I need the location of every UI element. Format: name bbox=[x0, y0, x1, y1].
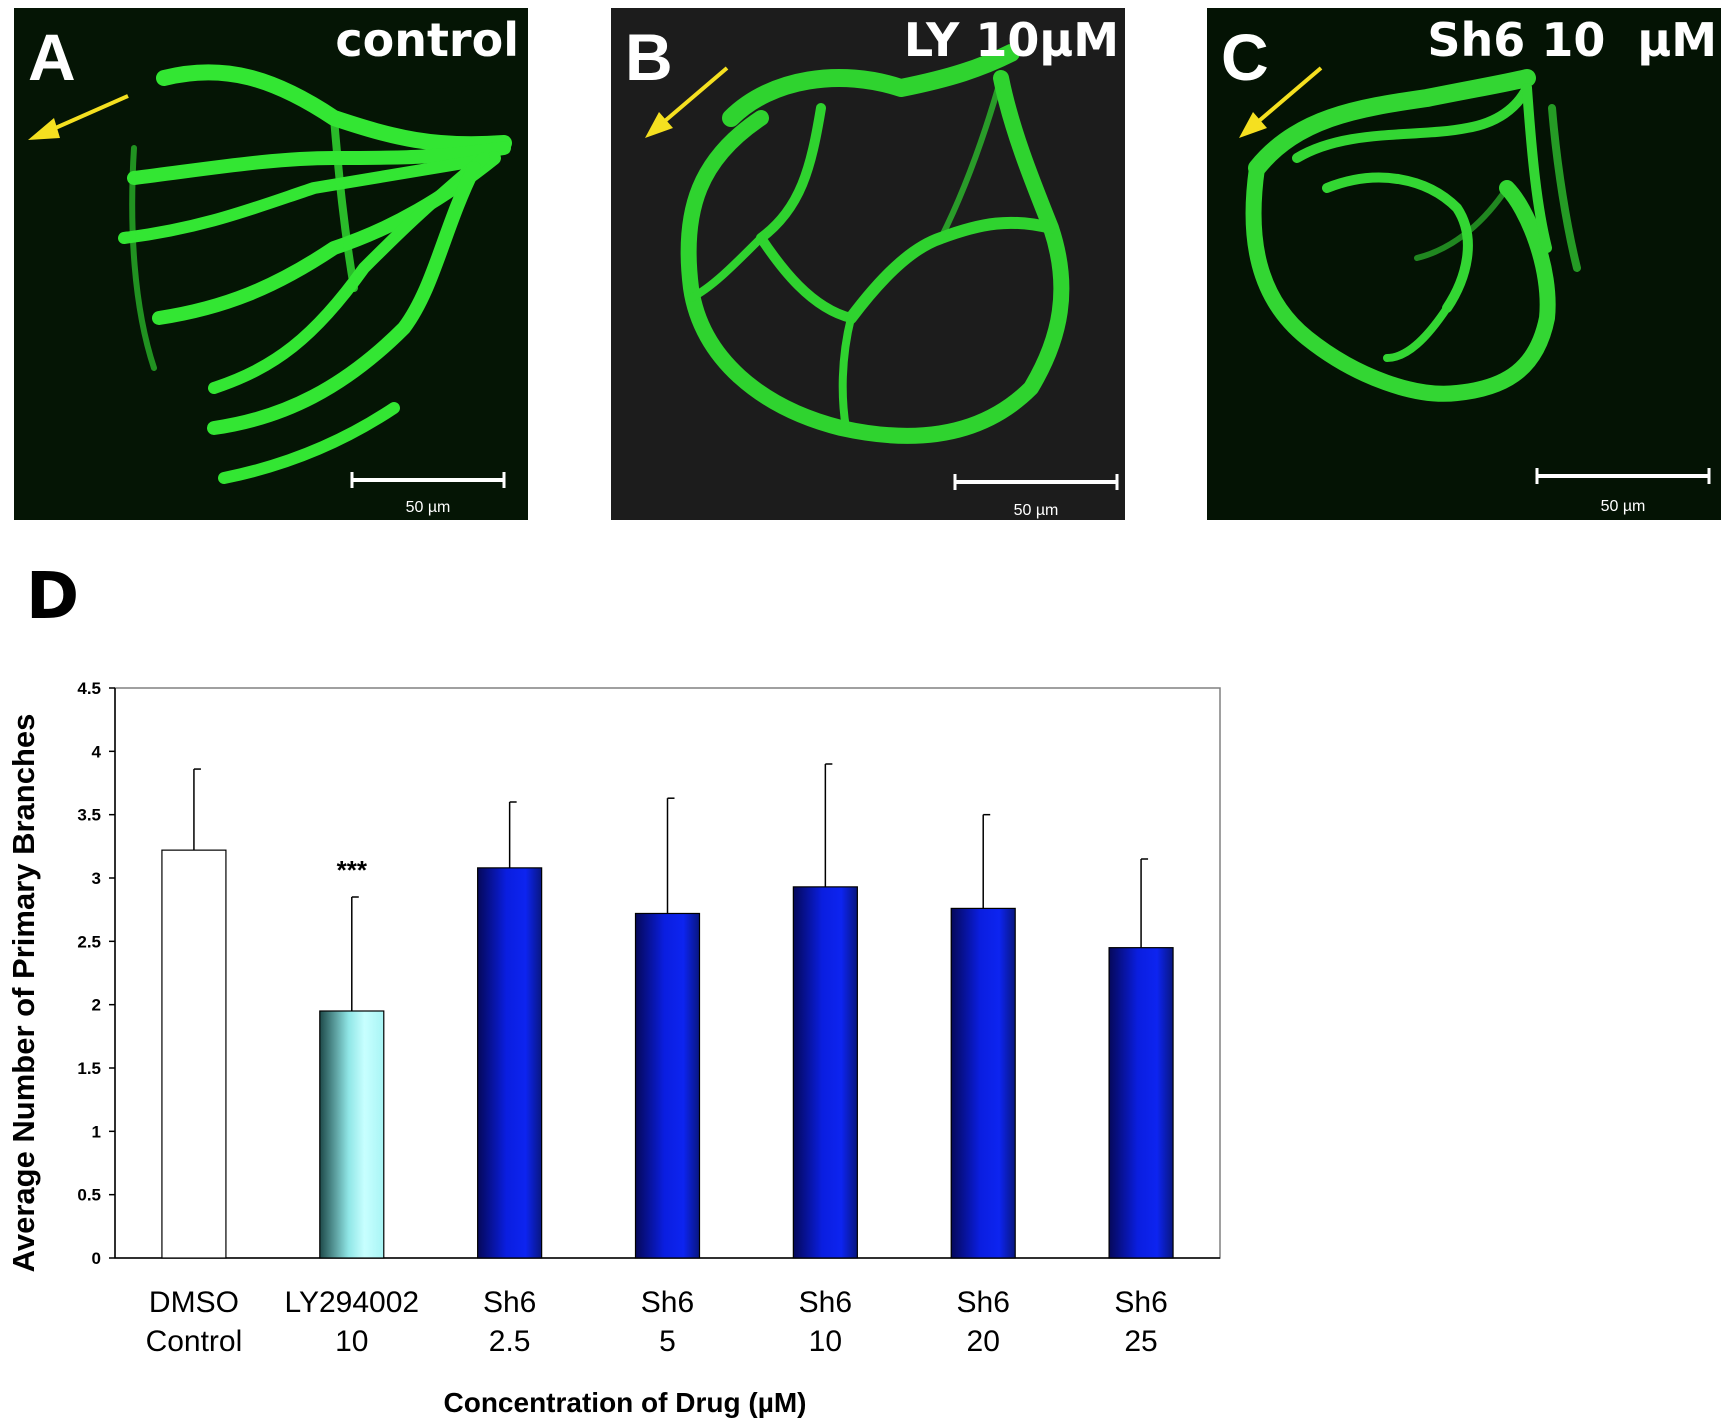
panel-label: control bbox=[335, 13, 519, 67]
bars: *** bbox=[161, 763, 1174, 1259]
arrow-icon bbox=[657, 66, 729, 128]
y-tick-label: 2 bbox=[92, 996, 101, 1015]
x-tick-label: 25 bbox=[1124, 1325, 1157, 1358]
x-tick-label: 5 bbox=[659, 1325, 676, 1358]
scale-bar-label: 50 µm bbox=[1014, 502, 1059, 519]
x-tick-label: Sh6 bbox=[483, 1286, 536, 1319]
x-tick-label: LY294002 bbox=[284, 1286, 419, 1319]
bar bbox=[950, 907, 1016, 1259]
y-tick-label: 1.5 bbox=[77, 1059, 101, 1078]
vessel-network bbox=[118, 64, 512, 484]
panel-letter: C bbox=[1221, 20, 1269, 94]
micrograph-a-image: A control 50 µm bbox=[14, 8, 528, 520]
bar bbox=[319, 1010, 385, 1259]
y-tick-label: 2.5 bbox=[77, 932, 101, 951]
panel-letter: B bbox=[625, 20, 673, 94]
vessel-network bbox=[1245, 69, 1581, 402]
y-axis-title: Average Number of Primary Branches bbox=[6, 714, 41, 1273]
bar bbox=[792, 886, 858, 1259]
x-axis-title: Concentration of Drug (µM) bbox=[444, 1387, 807, 1418]
arrow-icon bbox=[43, 94, 129, 135]
panel-letter-d: D bbox=[26, 560, 79, 634]
arrow-head-icon bbox=[28, 118, 60, 140]
bar bbox=[161, 849, 227, 1259]
micrograph-b-image: B LY 10µM 50 µm bbox=[611, 8, 1125, 520]
significance-label: *** bbox=[337, 855, 368, 885]
micrograph-panel-c: C Sh6 10 µM 50 µm bbox=[1207, 8, 1721, 520]
bar-chart: D 0 0.5 1 1.5 2 2.5 3 3.5 4 4.5 *** DMSO Control LY… bbox=[6, 560, 1221, 1418]
scale-bar-label: 50 µm bbox=[406, 499, 451, 516]
scale-bar-label: 50 µm bbox=[1601, 498, 1646, 515]
x-tick-label: 20 bbox=[967, 1325, 1000, 1358]
panel-label: Sh6 10 µM bbox=[1427, 13, 1717, 67]
micrograph-c-image: C Sh6 10 µM 50 µm bbox=[1207, 8, 1721, 520]
x-tick-label: 10 bbox=[335, 1325, 368, 1358]
arrow-head-icon bbox=[1239, 112, 1267, 138]
y-tick-label: 0 bbox=[92, 1249, 101, 1268]
arrow-icon bbox=[1251, 66, 1323, 128]
x-axis-labels: DMSO Control LY294002 10 Sh6 2.5 Sh6 5 Sh6 10 Sh6 2… bbox=[146, 1286, 1168, 1358]
micrograph-panel-b: B LY 10µM 50 µm bbox=[611, 8, 1125, 520]
x-tick-label: Sh6 bbox=[799, 1286, 852, 1319]
panel-letter: A bbox=[28, 20, 76, 94]
y-tick-label: 4 bbox=[92, 742, 102, 761]
x-tick-label: DMSO bbox=[149, 1286, 239, 1319]
vessel-network bbox=[680, 44, 1070, 444]
y-tick-label: 3.5 bbox=[77, 806, 101, 825]
y-tick-label: 4.5 bbox=[77, 679, 101, 698]
x-tick-label: Control bbox=[146, 1325, 243, 1358]
arrow-head-icon bbox=[645, 112, 673, 138]
bar bbox=[477, 867, 543, 1259]
micrograph-panel-a: A control 50 µm bbox=[14, 8, 528, 520]
x-tick-label: Sh6 bbox=[957, 1286, 1010, 1319]
bar bbox=[634, 912, 701, 1259]
bar bbox=[1108, 947, 1174, 1259]
y-tick-label: 3 bbox=[92, 869, 101, 888]
x-tick-label: Sh6 bbox=[641, 1286, 694, 1319]
x-tick-label: Sh6 bbox=[1114, 1286, 1167, 1319]
y-tick-label: 0.5 bbox=[77, 1186, 101, 1205]
panel-label: LY 10µM bbox=[904, 13, 1119, 67]
x-tick-label: 10 bbox=[809, 1325, 842, 1358]
x-tick-label: 2.5 bbox=[489, 1325, 531, 1358]
y-tick-label: 1 bbox=[92, 1122, 101, 1141]
